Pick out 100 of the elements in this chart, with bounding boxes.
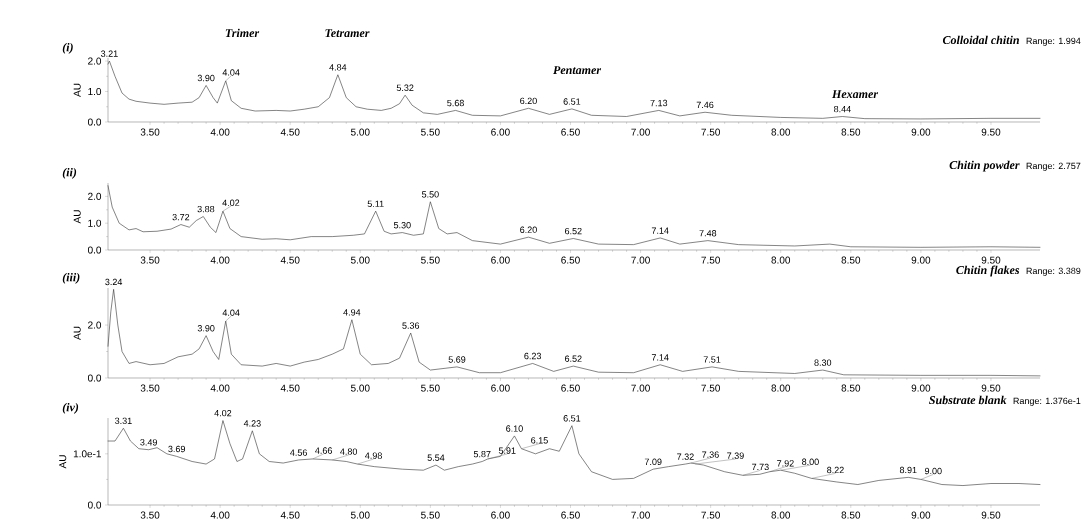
x-tick-label: 3.50 [140,128,160,136]
annotation: 4.23 [243,420,261,427]
text: Substrate blank [929,395,1007,405]
annotation: 3.69 [168,445,186,453]
x-tick-label: 6.50 [561,256,580,264]
x-tick-label: 7.00 [631,511,650,519]
annotation: 7.39 [727,452,744,459]
x-tick-label: 4.50 [280,384,300,392]
x-tick-label: 9.00 [911,128,931,136]
x-tick-label: 9.50 [981,128,1001,136]
annotation: 8.00 [802,458,819,466]
annotation: 7.46 [696,101,714,109]
text: Chitin flakes [956,265,1020,277]
annotation: 6.52 [565,227,582,235]
annotation: 3.24 [105,278,123,286]
y-axis-title: AU [59,455,67,469]
annotation: 5.54 [427,454,445,461]
annotation: 8.22 [827,466,844,474]
annotation: 3.90 [197,74,215,82]
annotation: Pentamer [553,66,602,75]
annotation: 4.04 [222,309,240,316]
x-tick-label: 5.00 [350,511,370,519]
line-series [107,60,1041,120]
x-tick-label: 7.50 [701,128,720,136]
x-tick-label: 8.00 [771,256,791,264]
annotation: 7.51 [703,356,721,363]
annotation: 4.66 [315,447,332,454]
x-tick-label: 4.50 [280,128,300,136]
annotation: 7.09 [644,458,662,465]
y-tick-label: 0.0 [87,501,102,509]
chart-title: (ii) [62,167,77,179]
annotation: 4.02 [214,409,232,417]
x-tick-label: 9.50 [981,256,1001,264]
text: Chitin powder [949,160,1020,172]
x-tick-label: 9.00 [911,511,931,519]
x-tick-label: 7.00 [631,256,650,264]
text: Range: 1.376e-1 [1013,397,1081,406]
annotation: 3.49 [140,439,157,446]
annotation: 6.20 [520,226,537,233]
annotation: 5.30 [393,222,411,229]
y-tick-label: 0.0 [87,118,102,126]
annotation: 5.91 [498,447,516,454]
chart-title: (iv) [62,402,79,414]
y-tick-label: 1.0 [88,219,102,227]
x-tick-label: 4.50 [280,511,300,519]
x-tick-label: 9.50 [981,384,1001,392]
y-tick-label: 0.0 [87,246,102,254]
x-tick-label: 5.00 [350,256,370,264]
x-tick-label: 6.00 [491,256,510,264]
text: Colloidal chitin [942,35,1019,45]
text: Tetramer [325,29,370,38]
annotation: 5.50 [421,191,439,198]
annotation: 7.32 [677,453,694,460]
x-tick-label: 7.00 [631,128,650,136]
annotation: 8.44 [834,105,851,113]
annotation: 5.32 [396,84,414,91]
x-tick-label: 6.00 [491,511,510,519]
x-tick-label: 5.50 [421,511,440,519]
annotation: 6.52 [565,355,582,362]
annotation: 5.69 [448,356,466,363]
x-tick-label: 9.50 [981,511,1001,519]
annotation: 5.36 [402,322,420,329]
annotation: 4.80 [340,448,358,455]
y-axis-title: AU [73,326,81,340]
text: Range: 2.757 [1026,162,1081,171]
x-tick-label: 7.50 [701,256,720,264]
x-tick-label: 8.50 [841,511,861,519]
x-tick-label: 4.50 [280,256,300,264]
annotation: 7.14 [651,227,669,234]
annotation: 4.04 [222,69,240,76]
annotation: 7.92 [777,460,794,467]
y-axis-title: AU [73,210,81,224]
x-tick-label: 4.00 [210,128,230,136]
x-tick-label: 8.00 [771,384,791,392]
x-tick-label: 5.50 [421,384,440,392]
annotation: 6.15 [531,437,548,444]
x-tick-label: 5.50 [421,128,440,136]
chart-title: (iii) [62,272,80,284]
x-tick-label: 7.50 [701,511,720,519]
x-tick-label: 5.50 [421,256,440,264]
x-tick-label: 3.50 [140,384,160,392]
x-tick-label: 7.00 [631,384,650,392]
annotation: 8.30 [814,359,832,366]
annotation: 3.72 [172,213,190,221]
annotation: 7.14 [651,354,669,361]
x-tick-label: 9.00 [911,256,931,264]
x-tick-label: 6.50 [561,511,580,519]
x-tick-label: 6.00 [491,384,510,392]
text: Trimer [225,28,260,38]
annotation: 3.88 [197,205,215,213]
x-tick-label: 4.00 [210,511,230,519]
annotation: 6.23 [524,352,542,360]
y-tick-label: 2.0 [88,321,102,329]
annotation: 3.21 [100,50,118,57]
annotation: 7.48 [699,230,717,237]
text: Range: 1.994 [1026,37,1081,46]
annotation: 6.51 [563,98,581,105]
annotation: 9.00 [924,467,942,475]
line-series [107,185,1041,248]
text: Range: 3.389 [1026,267,1081,276]
